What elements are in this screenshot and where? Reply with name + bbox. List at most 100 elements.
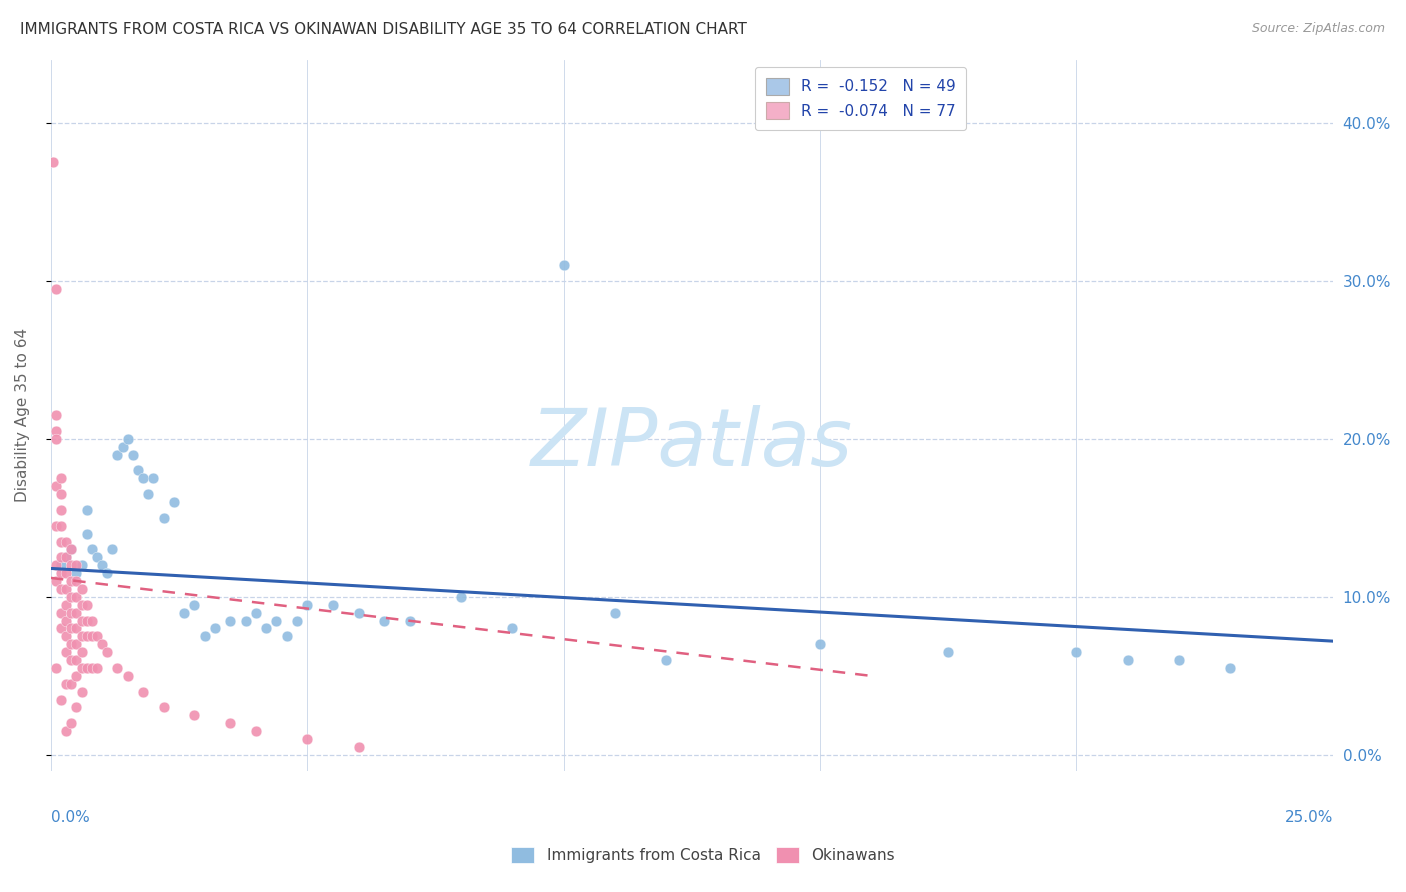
Point (70, 661, 93, 675)
Point (65, 700, 87, 714)
Point (117, 432, 139, 446)
Point (70, 645, 93, 659)
Point (49, 518, 72, 533)
Point (347, 606, 370, 620)
Point (152, 511, 174, 525)
Point (297, 732, 319, 747)
Point (60, 622, 83, 636)
Point (55, 629, 77, 643)
Point (76, 629, 98, 643)
Point (136, 487, 159, 501)
Point (65, 669, 87, 683)
Point (55, 582, 77, 596)
Point (76, 526, 98, 541)
Point (132, 684, 155, 698)
Point (49, 692, 72, 706)
Point (65, 637, 87, 651)
Point (107, 661, 129, 675)
Point (96, 645, 118, 659)
Point (91, 637, 114, 651)
Point (1219, 661, 1241, 675)
Point (91, 558, 114, 573)
Point (65, 558, 87, 573)
Point (204, 622, 226, 636)
Point (45, 558, 67, 573)
Point (60, 716, 83, 731)
Point (60, 542, 83, 557)
Point (245, 724, 267, 739)
Point (1066, 645, 1088, 659)
Point (60, 637, 83, 651)
Legend: R =  -0.152   N = 49, R =  -0.074   N = 77: R = -0.152 N = 49, R = -0.074 N = 77 (755, 67, 966, 129)
Point (65, 653, 87, 667)
Point (49, 622, 72, 636)
Text: 25.0%: 25.0% (1285, 810, 1333, 825)
Point (45, 432, 67, 446)
Point (76, 661, 98, 675)
Point (65, 566, 87, 581)
Point (65, 574, 87, 588)
Point (49, 606, 72, 620)
Point (70, 582, 93, 596)
Point (76, 598, 98, 612)
Point (219, 716, 242, 731)
Point (49, 471, 72, 485)
Point (45, 479, 67, 493)
Point (55, 677, 77, 691)
Point (132, 471, 155, 485)
Point (49, 550, 72, 565)
Point (254, 622, 277, 636)
Point (76, 503, 98, 517)
Point (266, 614, 288, 628)
Point (398, 614, 420, 628)
Point (117, 669, 139, 683)
Point (55, 598, 77, 612)
Point (49, 558, 72, 573)
Point (183, 598, 205, 612)
Point (60, 590, 83, 604)
Point (347, 739, 370, 754)
Point (603, 606, 626, 620)
Point (276, 629, 298, 643)
Point (42, 155, 65, 169)
Point (322, 598, 344, 612)
Point (501, 622, 523, 636)
Point (96, 566, 118, 581)
Point (285, 614, 308, 628)
Point (245, 606, 267, 620)
Point (49, 534, 72, 549)
Point (1116, 653, 1139, 667)
Point (152, 700, 174, 714)
Point (107, 448, 129, 462)
Point (49, 503, 72, 517)
Point (49, 582, 72, 596)
Point (194, 629, 217, 643)
Point (80, 661, 103, 675)
Point (70, 558, 93, 573)
Point (45, 408, 67, 422)
Point (76, 614, 98, 628)
Point (86, 661, 108, 675)
Point (45, 574, 67, 588)
Point (235, 614, 257, 628)
Point (60, 558, 83, 573)
Point (45, 282, 67, 296)
Text: ZIPatlas: ZIPatlas (530, 405, 853, 483)
Text: Source: ZipAtlas.com: Source: ZipAtlas.com (1251, 22, 1385, 36)
Text: 0.0%: 0.0% (51, 810, 90, 825)
Point (86, 629, 108, 643)
Y-axis label: Disability Age 35 to 64: Disability Age 35 to 64 (15, 328, 30, 502)
Point (142, 471, 165, 485)
Point (55, 566, 77, 581)
Point (45, 661, 67, 675)
Point (553, 258, 575, 272)
Point (163, 495, 186, 509)
Point (111, 440, 134, 454)
Point (60, 606, 83, 620)
Point (450, 590, 472, 604)
Point (183, 708, 205, 723)
Point (49, 566, 72, 581)
Point (655, 653, 678, 667)
Point (86, 550, 108, 565)
Point (808, 637, 831, 651)
